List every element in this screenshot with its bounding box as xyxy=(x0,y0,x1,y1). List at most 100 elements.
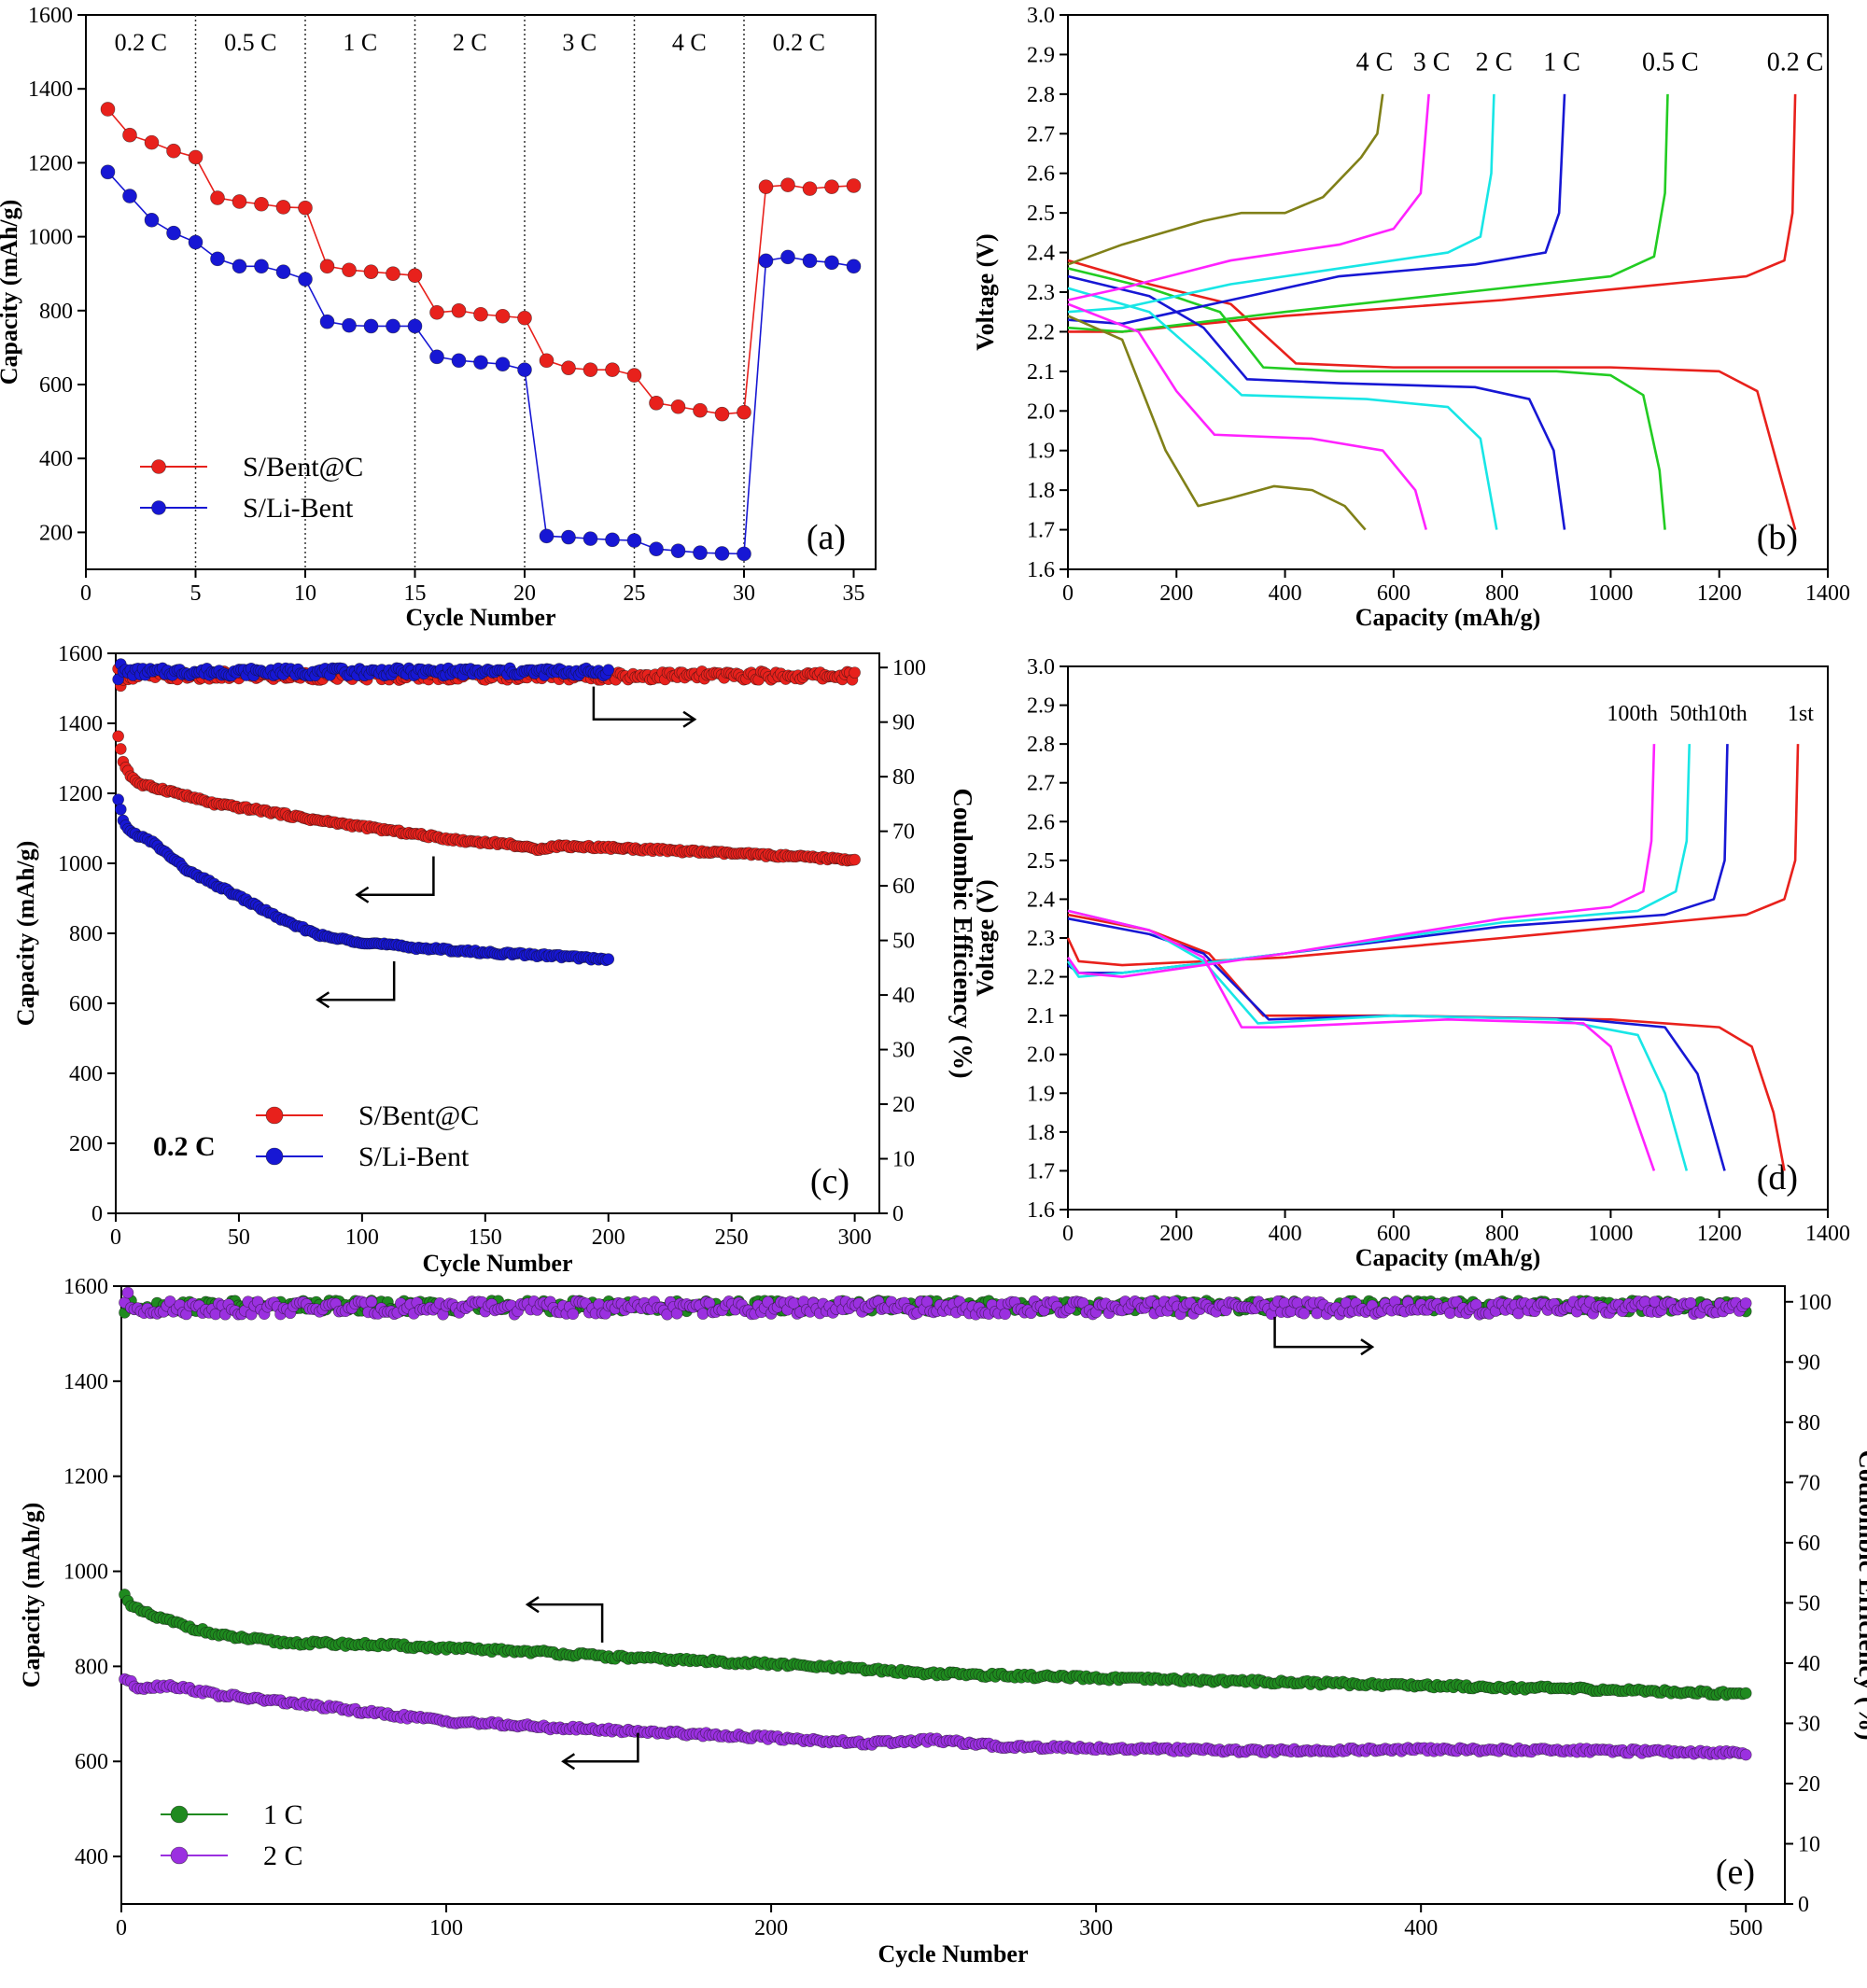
y-tick-label: 1600 xyxy=(58,642,103,666)
legend-entry: S/Li-Bent xyxy=(243,493,354,524)
data-point-1 xyxy=(780,249,795,265)
data-point-0 xyxy=(517,310,532,326)
ce-point-1 xyxy=(602,664,615,677)
data-point-1 xyxy=(758,253,774,269)
legend-marker xyxy=(265,1147,284,1166)
x-tick-label: 800 xyxy=(1485,1222,1519,1246)
rate-label: 1 C xyxy=(343,29,377,56)
y2-tick-label: 70 xyxy=(1798,1471,1820,1495)
y-tick-label: 2.8 xyxy=(1027,83,1055,107)
y2-tick-label: 80 xyxy=(1798,1411,1820,1435)
y-tick-label: 1000 xyxy=(58,852,103,876)
x-tick-label: 1400 xyxy=(1805,1222,1850,1246)
y-tick-label: 1.9 xyxy=(1027,1082,1055,1106)
y-tick-label: 1000 xyxy=(63,1561,108,1585)
y2-axis-title: Coulombic Efficiency (%) xyxy=(948,788,976,1078)
data-point-1 xyxy=(561,529,576,545)
data-point-0 xyxy=(100,102,116,117)
charge-curve-0 xyxy=(1066,744,1800,967)
y-tick-label: 1200 xyxy=(58,782,103,806)
data-point-1 xyxy=(737,546,751,562)
y-tick-label: 2.3 xyxy=(1027,927,1055,951)
legend-marker xyxy=(265,1106,284,1125)
y-tick-label: 2.5 xyxy=(1027,849,1055,874)
y-tick-label: 1600 xyxy=(28,4,73,28)
x-axis-title: Capacity (mAh/g) xyxy=(1355,1244,1541,1271)
y-tick-label: 2.6 xyxy=(1027,162,1055,187)
y-axis-title: Capacity (mAh/g) xyxy=(18,1503,45,1688)
x-tick-label: 20 xyxy=(513,581,536,606)
legend-entry: S/Bent@C xyxy=(243,452,363,483)
x-tick-label: 800 xyxy=(1485,581,1519,606)
data-point-1 xyxy=(319,314,335,329)
y2-tick-label: 60 xyxy=(892,875,915,899)
arrow-head xyxy=(525,1596,540,1614)
x-axis-title: Cycle Number xyxy=(405,604,555,631)
y-tick-label: 2.7 xyxy=(1027,772,1055,796)
ce-point-1 xyxy=(121,1286,134,1299)
capacity-point-1 xyxy=(114,803,127,816)
y-axis-title: Voltage (V) xyxy=(972,879,999,996)
y-tick-label: 2.4 xyxy=(1027,888,1055,912)
left-axis-arrow xyxy=(527,1603,604,1643)
data-point-0 xyxy=(583,362,598,377)
arrow-head xyxy=(316,991,330,1009)
data-point-0 xyxy=(451,302,467,318)
capacity-point-0 xyxy=(114,743,127,755)
y2-axis-title: Coulombic Efficiency (%) xyxy=(1853,1449,1867,1740)
y2-tick-label: 10 xyxy=(1798,1832,1820,1856)
y-tick-label: 2.4 xyxy=(1027,242,1055,266)
charge-curve-2 xyxy=(1067,93,1566,326)
data-point-0 xyxy=(210,190,225,205)
y-tick-label: 600 xyxy=(69,992,103,1016)
ce-point-1 xyxy=(1512,1307,1524,1320)
data-point-1 xyxy=(122,189,137,203)
data-point-1 xyxy=(210,251,225,267)
x-tick-label: 0 xyxy=(1062,1222,1074,1246)
y-tick-label: 1.6 xyxy=(1027,1198,1055,1223)
legend-entry: S/Bent@C xyxy=(358,1100,479,1131)
y-tick-label: 400 xyxy=(39,447,73,471)
data-point-0 xyxy=(737,404,751,420)
legend-entry: S/Li-Bent xyxy=(358,1141,470,1172)
curve-label: 3 C xyxy=(1413,48,1451,77)
y2-tick-label: 0 xyxy=(892,1202,904,1226)
y2-tick-label: 90 xyxy=(1798,1351,1820,1375)
data-point-0 xyxy=(363,264,379,280)
y-tick-label: 800 xyxy=(69,922,103,946)
curve-label: 4 C xyxy=(1356,48,1394,77)
y-tick-label: 1400 xyxy=(58,712,103,736)
rate-label: 0.5 C xyxy=(224,29,276,56)
x-tick-label: 200 xyxy=(1159,581,1193,606)
data-point-1 xyxy=(583,531,598,546)
capacity-point-0 xyxy=(1739,1687,1752,1700)
y-tick-label: 2.8 xyxy=(1027,733,1055,757)
arrow-head xyxy=(682,710,697,728)
y2-tick-label: 10 xyxy=(892,1148,915,1172)
data-point-0 xyxy=(232,194,247,209)
y-tick-label: 800 xyxy=(39,300,73,324)
data-point-1 xyxy=(298,272,313,287)
discharge-curve-1 xyxy=(1067,267,1666,530)
charge-curve-1 xyxy=(1067,93,1669,333)
rate-label: 3 C xyxy=(562,29,597,56)
curve-label: 50th xyxy=(1669,702,1709,726)
rate-label: 0.2 C xyxy=(115,29,167,56)
legend-marker xyxy=(170,1805,189,1824)
data-point-1 xyxy=(670,543,686,559)
capacity-point-1 xyxy=(112,793,124,805)
data-point-0 xyxy=(275,200,291,215)
x-axis-title: Capacity (mAh/g) xyxy=(1355,604,1541,631)
data-point-0 xyxy=(473,306,488,322)
x-axis-title: Cycle Number xyxy=(422,1250,572,1277)
y-tick-label: 2.6 xyxy=(1027,810,1055,834)
panel-label: (e) xyxy=(1716,1853,1755,1892)
x-tick-label: 35 xyxy=(843,581,865,606)
y-tick-label: 400 xyxy=(69,1062,103,1086)
y-tick-label: 200 xyxy=(39,521,73,545)
x-tick-label: 10 xyxy=(294,581,316,606)
charge-curve-2 xyxy=(1066,744,1692,978)
ce-point-1 xyxy=(1444,1307,1456,1320)
y2-tick-label: 90 xyxy=(892,711,915,735)
